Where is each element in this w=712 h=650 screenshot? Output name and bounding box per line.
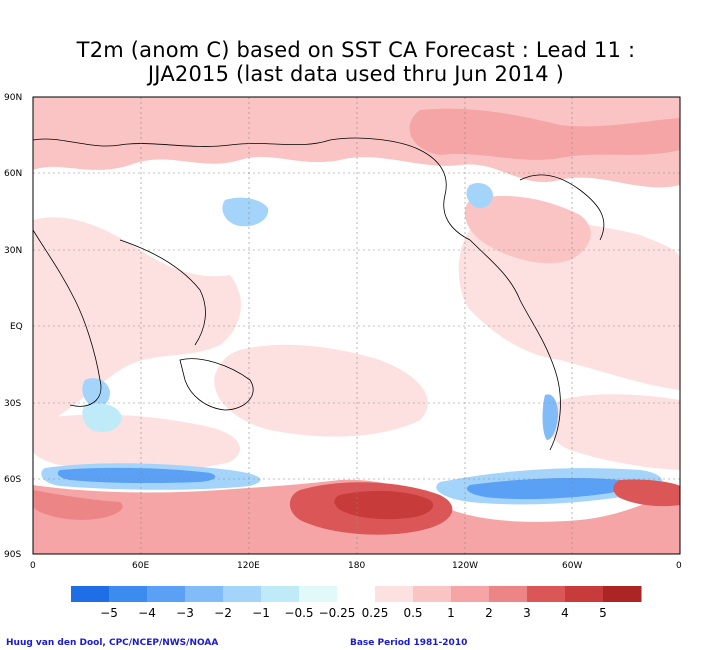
lat-label: 30S	[4, 399, 21, 409]
colorbar-swatch	[375, 586, 414, 602]
lat-axis: 90N 60N 30N EQ 30S 60S 90S	[4, 93, 23, 560]
warm-region-south-pacific	[214, 344, 428, 437]
warm-region-north-america	[464, 195, 591, 264]
colorbar-label: −0.5	[284, 606, 313, 620]
lon-label: 120E	[237, 561, 260, 571]
warm-region-africa-asia	[33, 217, 241, 430]
colorbar-label: 5	[599, 606, 607, 620]
lat-label: 90S	[4, 550, 21, 560]
lon-label: 0	[30, 561, 36, 571]
colorbar-label: −3	[176, 606, 194, 620]
colorbar-swatch	[299, 586, 338, 602]
warm-region-ross-sea-core	[334, 490, 434, 520]
lat-label: EQ	[10, 322, 23, 332]
colorbar-swatch	[337, 586, 376, 602]
colorbar-swatch	[109, 586, 148, 602]
chart-title-line1: T2m (anom C) based on SST CA Forecast : …	[76, 38, 636, 62]
colorbar-swatch	[71, 586, 110, 602]
lon-label: 60E	[132, 561, 149, 571]
colorbar-label: 2	[485, 606, 493, 620]
credit-text: Huug van den Dool, CPC/NCEP/NWS/NOAA	[6, 638, 219, 648]
cold-region-southern-ocean-core	[57, 467, 216, 484]
colorbar-swatch	[489, 586, 528, 602]
lat-label: 30N	[4, 246, 22, 256]
colorbar-swatch	[603, 586, 642, 602]
warm-region-south-indian	[33, 414, 240, 471]
lat-label: 60S	[4, 475, 21, 485]
colorbar-label: 3	[523, 606, 531, 620]
cold-region-north-pacific	[466, 183, 493, 209]
colorbar-label: −0.25	[319, 606, 356, 620]
colorbar-label: −4	[138, 606, 156, 620]
colorbar-swatch	[261, 586, 300, 602]
warm-region-indian-antarctic	[33, 490, 123, 520]
warm-region-siberia	[409, 108, 680, 160]
warm-region-south-atlantic	[547, 394, 680, 470]
colorbar-swatch	[565, 586, 604, 602]
lon-label: 0	[676, 561, 682, 571]
colorbar-label: 1	[447, 606, 455, 620]
lon-label: 180	[348, 561, 365, 571]
cold-region-australia-west	[82, 378, 110, 407]
map-frame	[32, 96, 681, 555]
warm-region-weddell	[613, 479, 680, 507]
colorbar-swatch	[147, 586, 186, 602]
lon-axis: 0 60E 120E 180 120W 60W 0	[30, 561, 682, 571]
cold-region-south-america	[542, 394, 558, 440]
lon-label: 60W	[562, 561, 582, 571]
cold-region-south-indian	[82, 403, 122, 432]
colorbar: −5 −4 −3 −2 −1 −0.5 −0.25 0.25 0.5 1 2 3 4 5	[71, 586, 642, 620]
lon-label: 120W	[452, 561, 478, 571]
colorbar-label: 0.5	[403, 606, 422, 620]
colorbar-label: −2	[214, 606, 232, 620]
cold-region-southern-ocean-east-core	[466, 477, 626, 500]
map-field	[33, 97, 680, 554]
colorbar-swatch	[185, 586, 224, 602]
colorbar-label: 4	[561, 606, 569, 620]
colorbar-swatch	[527, 586, 566, 602]
lat-label: 90N	[4, 93, 22, 103]
colorbar-swatch	[223, 586, 262, 602]
chart-title-line2: JJA2015 (last data used thru Jun 2014 )	[147, 62, 565, 86]
lat-label: 60N	[4, 169, 22, 179]
colorbar-label: −5	[100, 606, 118, 620]
gridlines	[33, 97, 680, 554]
colorbar-swatch	[451, 586, 490, 602]
cold-region-central-asia	[222, 197, 269, 227]
base-period-text: Base Period 1981-2010	[350, 638, 468, 648]
colorbar-swatch	[413, 586, 452, 602]
warm-region-tropical-atlantic	[458, 220, 680, 390]
colorbar-label: −1	[252, 606, 270, 620]
colorbar-label: 0.25	[362, 606, 389, 620]
coastlines	[33, 137, 605, 451]
